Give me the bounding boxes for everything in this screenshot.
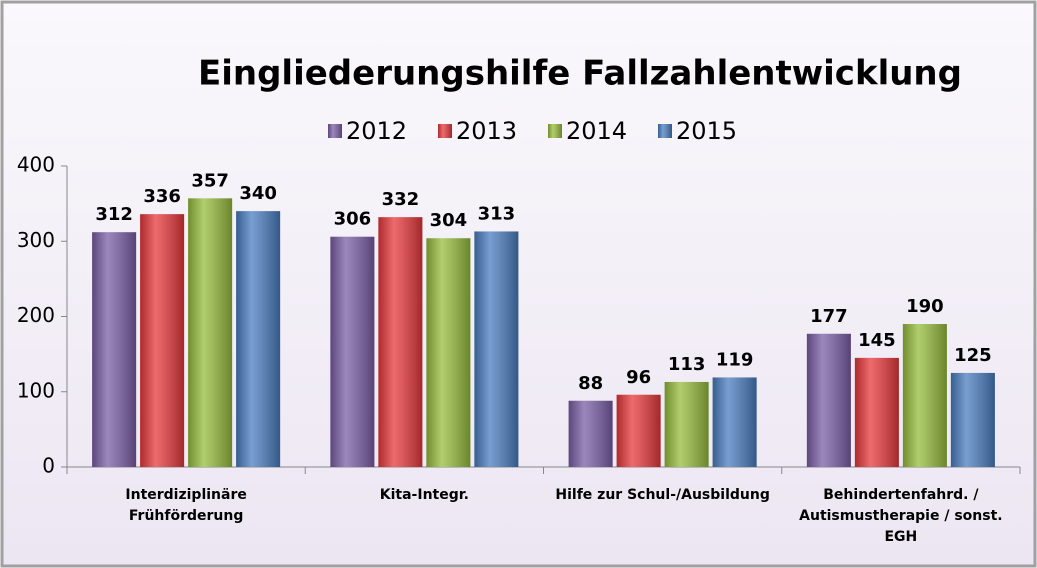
- bar-shade: [712, 377, 757, 467]
- bar-shade: [188, 198, 233, 468]
- bar-shade: [806, 333, 851, 467]
- legend-shine: [438, 124, 452, 138]
- bar-shade: [426, 238, 471, 467]
- value-label: 96: [626, 367, 651, 388]
- value-label: 357: [191, 170, 229, 191]
- legend-shine: [548, 124, 562, 138]
- bar-shade: [616, 394, 661, 467]
- y-tick-label: 100: [17, 378, 55, 402]
- bar-shade: [568, 400, 613, 467]
- bar-shade: [474, 231, 519, 467]
- bar-shade: [330, 236, 375, 467]
- x-tick-label: Behindertenfahrd. / Autismustherapie / s…: [799, 487, 1003, 545]
- x-tick-label: Hilfe zur Schul-/Ausbildung: [555, 487, 770, 503]
- legend-shine: [658, 124, 672, 138]
- bar-shade: [236, 211, 281, 467]
- value-label: 113: [668, 354, 706, 375]
- bar-shade: [950, 372, 995, 467]
- x-tick-label: Interdiziplinäre Frühförderung: [125, 487, 247, 524]
- value-label: 312: [95, 204, 133, 225]
- y-tick-label: 300: [17, 228, 55, 252]
- value-label: 177: [810, 306, 848, 327]
- bar-shade: [902, 324, 947, 467]
- legend-label: 2012: [346, 117, 407, 145]
- legend-label: 2015: [676, 117, 737, 145]
- bar-shade: [664, 381, 709, 467]
- x-tick-label: Kita-Integr.: [379, 487, 469, 503]
- value-label: 306: [334, 209, 372, 230]
- bar-shade: [92, 232, 137, 467]
- value-label: 332: [382, 189, 420, 210]
- chart-title: Eingliederungshilfe Fallzahlentwicklung: [198, 54, 962, 94]
- value-label: 313: [478, 203, 516, 224]
- value-label: 304: [430, 210, 468, 231]
- value-label: 336: [143, 186, 181, 207]
- value-label: 125: [954, 345, 992, 366]
- y-tick-label: 400: [17, 153, 55, 177]
- value-label: 88: [578, 373, 603, 394]
- bar-shade: [378, 217, 423, 467]
- value-label: 119: [716, 349, 754, 370]
- legend-label: 2013: [456, 117, 517, 145]
- bar-shade: [854, 357, 899, 467]
- legend-label: 2014: [566, 117, 627, 145]
- value-label: 145: [858, 330, 896, 351]
- legend-shine: [328, 124, 342, 138]
- bar-shade: [140, 214, 185, 467]
- y-tick-label: 0: [42, 454, 55, 478]
- value-label: 190: [906, 296, 944, 317]
- value-label: 340: [239, 183, 277, 204]
- y-tick-label: 200: [17, 303, 55, 327]
